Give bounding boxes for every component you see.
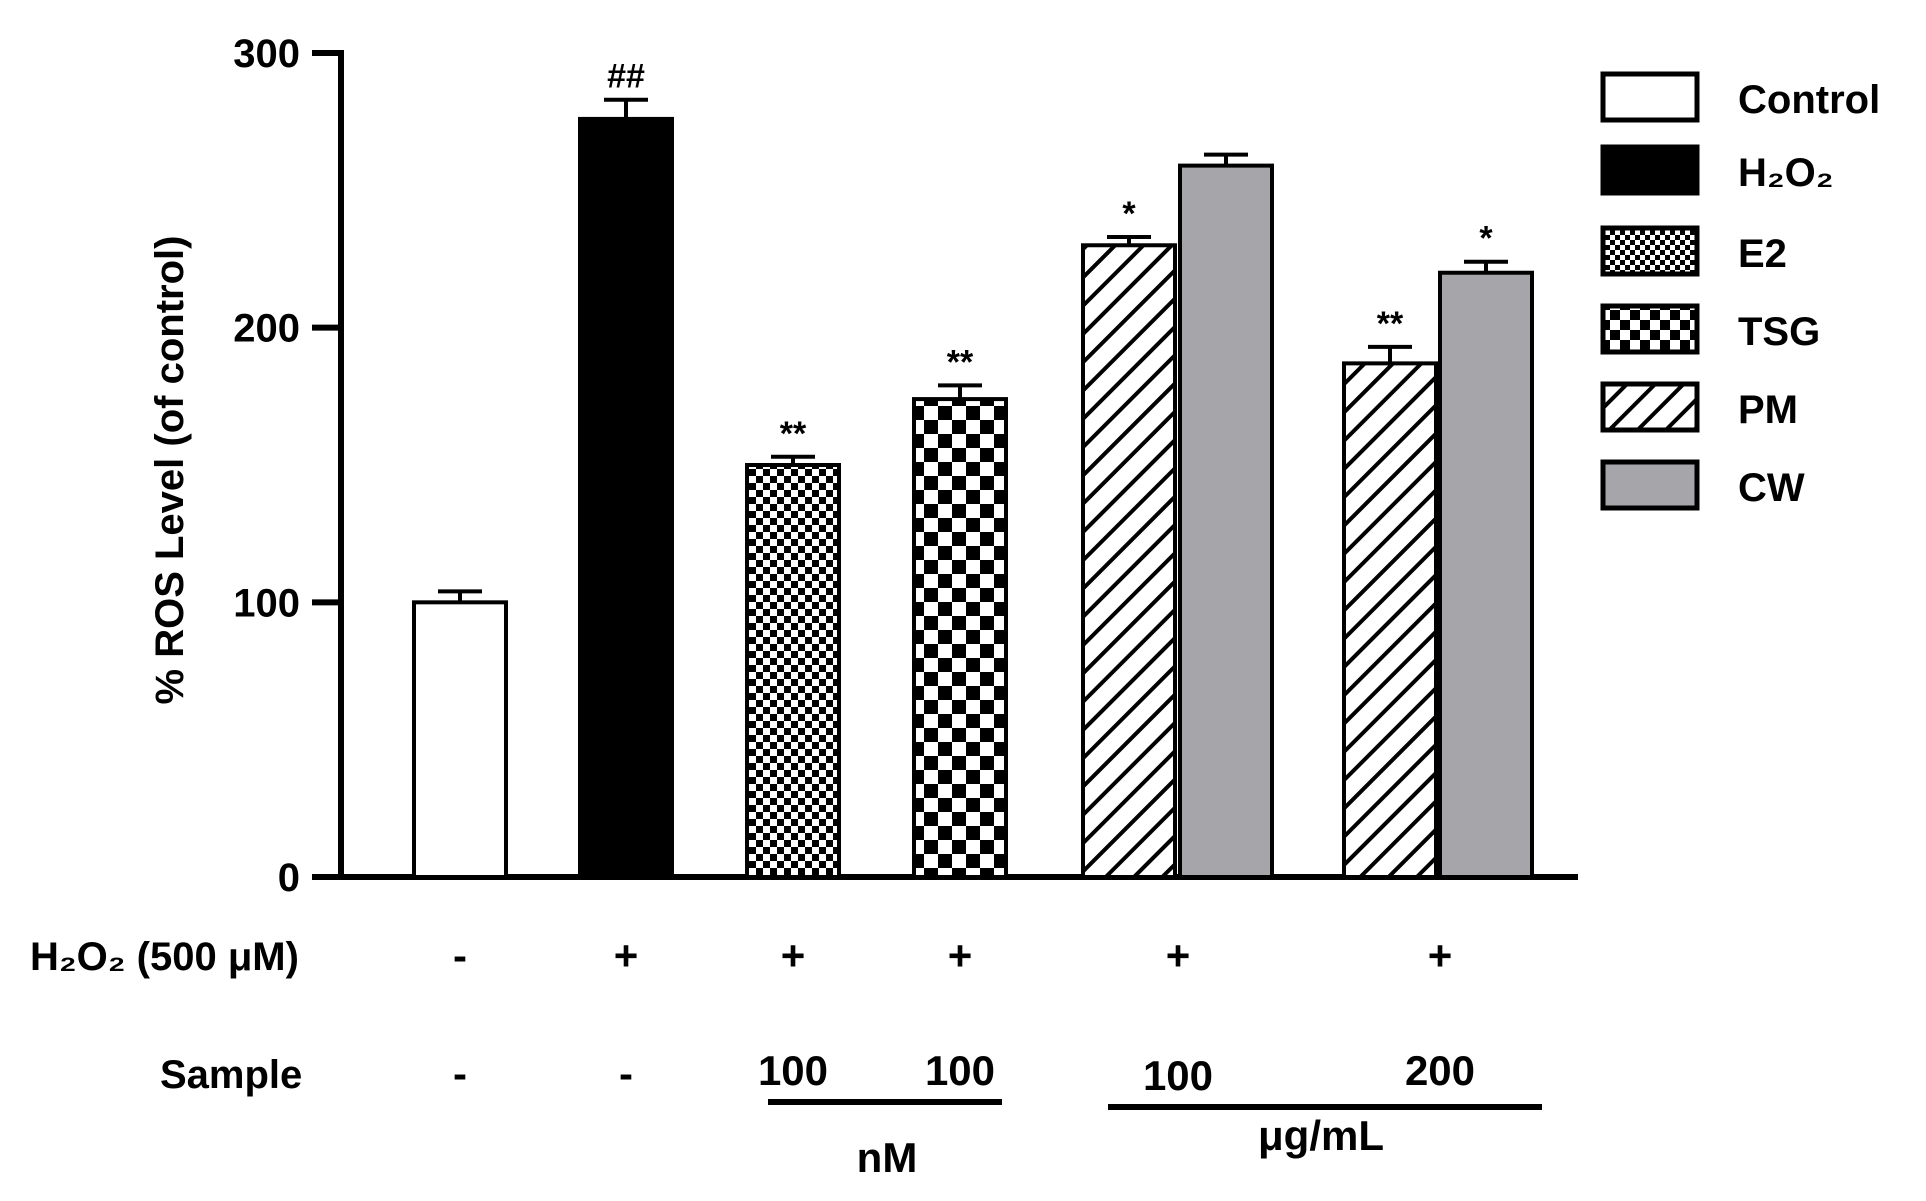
bar <box>578 116 674 880</box>
bar-group <box>412 589 508 879</box>
legend-swatch <box>1600 225 1700 277</box>
y-axis-title: % ROS Level (of control) <box>148 236 192 705</box>
bar <box>1081 243 1177 879</box>
significance-label: ** <box>947 343 974 381</box>
legend-item: TSG <box>1600 303 1820 355</box>
legend-item: CW <box>1600 459 1805 511</box>
h2o2-cell: + <box>614 932 639 979</box>
h2o2-cell: - <box>453 932 467 979</box>
legend-label: H₂O₂ <box>1738 151 1834 195</box>
legend-label: TSG <box>1738 310 1820 354</box>
bar <box>1342 361 1438 879</box>
bar-group: ** <box>1342 305 1438 879</box>
y-tick-label: 200 <box>233 307 300 351</box>
bars: ##******** <box>412 58 1534 880</box>
bar <box>912 397 1008 879</box>
sample-cell: 200 <box>1405 1047 1475 1094</box>
y-tick-label: 0 <box>278 856 300 900</box>
y-tick-label: 100 <box>233 581 300 625</box>
bar <box>745 463 841 879</box>
bar <box>1178 163 1274 879</box>
unit-label: μg/mL <box>1258 1112 1384 1159</box>
significance-label: ** <box>780 415 807 453</box>
legend-label: Control <box>1738 78 1880 122</box>
bar <box>412 600 508 879</box>
legend-swatch <box>1600 459 1700 511</box>
significance-label: ** <box>1377 305 1404 343</box>
sample-cell: 100 <box>925 1047 995 1094</box>
sample-cell: 100 <box>1143 1052 1213 1099</box>
sample-cell: - <box>453 1050 467 1097</box>
legend-swatch <box>1600 144 1700 196</box>
sample-row-label: Sample <box>160 1053 302 1097</box>
legend-label: PM <box>1738 388 1798 432</box>
h2o2-cell: + <box>1166 932 1191 979</box>
significance-label: * <box>1479 220 1493 258</box>
bar-group <box>1178 152 1274 879</box>
bar-group: ## <box>578 58 674 880</box>
sample-cell: 100 <box>758 1047 828 1094</box>
legend-swatch <box>1600 71 1700 123</box>
bar <box>1438 270 1534 879</box>
bar-group: ** <box>912 343 1008 879</box>
y-ticks: 0 100 200 300 <box>233 32 341 900</box>
h2o2-cell: + <box>948 932 973 979</box>
condition-table: H₂O₂ (500 μM) - + + + + + Sample - - 100 100 100 200 n… <box>30 932 1542 1181</box>
bar-group: ** <box>745 415 841 879</box>
legend-label: E2 <box>1738 232 1787 276</box>
significance-label: * <box>1122 195 1136 233</box>
h2o2-row-label: H₂O₂ (500 μM) <box>30 935 299 979</box>
legend-label: CW <box>1738 466 1805 510</box>
legend-item: H₂O₂ <box>1600 144 1834 196</box>
legend-swatch <box>1600 303 1700 355</box>
significance-label: ## <box>607 58 645 96</box>
h2o2-cell: + <box>1428 932 1453 979</box>
legend-item: Control <box>1600 71 1880 123</box>
legend-item: E2 <box>1600 225 1787 277</box>
legend-swatch <box>1600 381 1700 433</box>
bar-group: * <box>1438 220 1534 879</box>
bar-group: * <box>1081 195 1177 879</box>
unit-label: nM <box>857 1134 918 1181</box>
h2o2-cell: + <box>781 932 806 979</box>
legend-item: PM <box>1600 381 1798 433</box>
sample-cell: - <box>619 1050 633 1097</box>
y-tick-label: 300 <box>233 32 300 76</box>
legend: Control H₂O₂ E2 TSG PM CW <box>1600 71 1880 511</box>
